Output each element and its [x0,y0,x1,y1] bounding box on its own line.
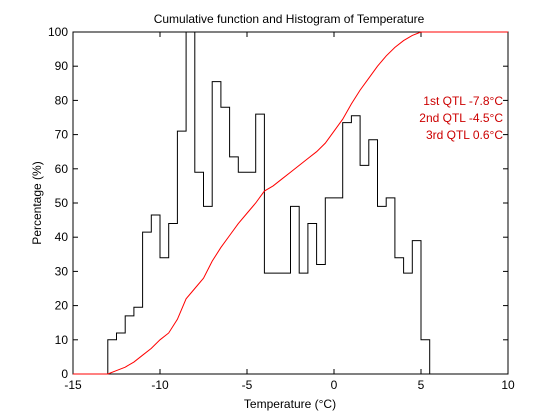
quantile-label: 2nd QTL -4.5°C [419,111,503,125]
y-tick-label: 20 [55,299,69,313]
y-tick-label: 80 [55,93,69,107]
x-tick-label: 10 [501,378,515,392]
y-tick-label: 100 [48,25,68,39]
cumulative-series [73,31,508,375]
x-tick-label: -10 [151,378,169,392]
y-tick-label: 60 [55,162,69,176]
x-tick-label: -15 [64,378,82,392]
quantile-label: 3rd QTL 0.6°C [426,128,503,142]
plot-frame [72,31,509,375]
quantile-label: 1st QTL -7.8°C [423,94,503,108]
data-series [73,31,508,375]
y-tick-label: 50 [55,196,69,210]
x-tick-label: 5 [418,378,425,392]
x-tick-label: -5 [242,378,253,392]
x-axis-label: Temperature (°C) [244,397,336,411]
y-axis-label: Percentage (%) [30,161,44,244]
histogram-series [107,31,431,374]
quantile-annotations: 1st QTL -7.8°C 2nd QTL -4.5°C 3rd QTL 0.6°… [419,94,503,142]
y-tick-label: 0 [61,367,68,381]
y-tick-label: 40 [55,230,69,244]
x-tick-label: 0 [331,378,338,392]
y-tick-label: 10 [55,333,69,347]
y-tick-label: 30 [55,264,69,278]
y-tick-label: 70 [55,128,69,142]
chart-title: Cumulative function and Histogram of Tem… [154,12,425,26]
y-tick-label: 90 [55,59,69,73]
